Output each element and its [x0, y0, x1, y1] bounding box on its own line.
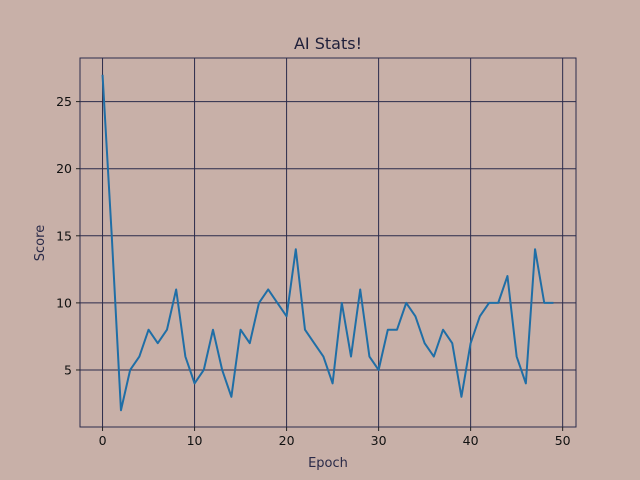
x-tick-label: 30	[371, 433, 387, 448]
x-tick-label: 40	[463, 433, 479, 448]
grid-lines	[80, 58, 576, 427]
y-tick-label: 10	[56, 295, 72, 310]
x-axis-label: Epoch	[308, 456, 348, 471]
y-tick-label: 25	[56, 94, 72, 109]
axis-ticks: 0 10 20 30 40 50 5 10 15 20 25	[56, 94, 571, 448]
x-tick-label: 50	[555, 433, 571, 448]
series-layer	[101, 74, 554, 412]
series-line	[101, 74, 554, 412]
y-axis-label: Score	[33, 225, 48, 261]
y-tick-label: 5	[64, 362, 72, 377]
plot-frame	[79, 57, 577, 428]
chart-title: AI Stats!	[294, 34, 362, 53]
x-tick-label: 0	[99, 433, 107, 448]
y-tick-label: 20	[56, 161, 72, 176]
y-tick-label: 15	[56, 228, 72, 243]
x-tick-label: 20	[279, 433, 295, 448]
x-tick-label: 10	[187, 433, 203, 448]
